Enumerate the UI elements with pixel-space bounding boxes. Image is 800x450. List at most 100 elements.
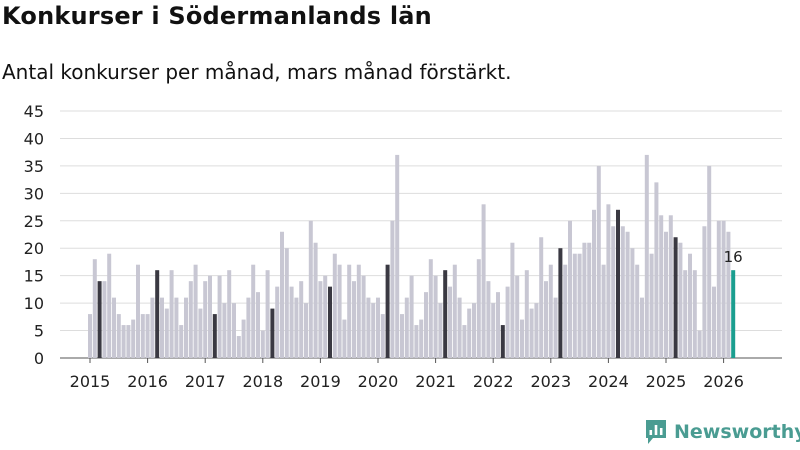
chart-subtitle: Antal konkurser per månad, mars månad fö…	[2, 60, 512, 84]
bar	[635, 264, 640, 358]
bar	[308, 220, 313, 358]
bar	[486, 281, 491, 358]
bar	[587, 242, 592, 358]
bar	[520, 319, 524, 358]
bar-march	[443, 270, 448, 358]
bar	[318, 281, 323, 358]
bar	[625, 231, 630, 358]
bar	[601, 264, 606, 358]
bar	[140, 314, 145, 358]
bar	[424, 292, 428, 358]
bar	[544, 281, 548, 358]
bar	[529, 308, 534, 358]
bar	[92, 259, 97, 358]
bar	[683, 270, 688, 358]
bar	[548, 264, 553, 358]
bar	[256, 292, 260, 358]
bar	[88, 314, 92, 358]
bar-march	[500, 325, 505, 358]
y-tick-label: 10	[24, 294, 44, 313]
y-tick-label: 15	[24, 267, 44, 286]
bar	[126, 325, 131, 358]
bar	[534, 303, 539, 358]
latest-value-label: 16	[724, 248, 743, 266]
bar	[280, 231, 284, 358]
bar	[721, 220, 726, 358]
bar	[332, 253, 337, 358]
bar	[169, 270, 174, 358]
newsworthy-logo-icon	[646, 420, 666, 444]
bar-march	[97, 281, 102, 358]
bar	[376, 297, 380, 358]
y-tick-label: 5	[34, 322, 44, 341]
bar	[592, 209, 596, 358]
x-tick-label: 2016	[127, 372, 168, 391]
bar	[582, 242, 587, 358]
bar	[688, 253, 692, 358]
bar	[174, 297, 179, 358]
bar	[654, 182, 659, 358]
bar	[702, 226, 707, 358]
bar	[121, 325, 126, 358]
x-tick-label: 2024	[588, 372, 629, 391]
x-tick-label: 2026	[703, 372, 744, 391]
bar	[428, 259, 433, 358]
bar	[160, 297, 164, 358]
bar	[568, 220, 572, 358]
y-tick-label: 45	[24, 102, 44, 121]
bar	[299, 281, 304, 358]
y-tick-label: 0	[34, 349, 44, 368]
bar	[678, 242, 683, 358]
bar	[395, 154, 400, 358]
bar	[712, 286, 716, 358]
bar-march	[328, 286, 332, 358]
bar	[150, 297, 155, 358]
bar	[457, 297, 462, 358]
bar	[505, 286, 510, 358]
bar	[664, 231, 668, 358]
bar	[313, 242, 318, 358]
bar-march	[385, 264, 390, 358]
bar	[649, 253, 654, 358]
bar	[361, 275, 366, 358]
bar	[145, 314, 150, 358]
bar	[414, 325, 419, 358]
bar	[481, 204, 486, 358]
bar	[294, 297, 299, 358]
bar	[284, 248, 289, 358]
bar	[227, 270, 232, 358]
bar	[260, 330, 265, 358]
bar	[323, 275, 328, 358]
bar	[198, 308, 203, 358]
bar	[164, 308, 169, 358]
bar	[342, 319, 347, 358]
x-tick-label: 2023	[530, 372, 571, 391]
y-tick-label: 35	[24, 157, 44, 176]
bar	[400, 314, 404, 358]
bar	[668, 215, 673, 358]
bar	[716, 220, 721, 358]
bar	[476, 259, 481, 358]
bar	[563, 264, 568, 358]
bar	[337, 264, 342, 358]
bar-march	[558, 248, 563, 358]
bar	[241, 319, 246, 358]
bar-march	[270, 308, 275, 358]
bar	[304, 303, 308, 358]
x-tick-label: 2019	[300, 372, 341, 391]
bar	[438, 303, 443, 358]
x-tick-label: 2020	[358, 372, 399, 391]
y-tick-label: 25	[24, 212, 44, 231]
bar-march	[616, 209, 620, 358]
bar	[726, 231, 731, 358]
bar	[419, 319, 424, 358]
bar	[116, 314, 121, 358]
bar	[496, 292, 500, 358]
bar	[352, 281, 356, 358]
bar	[232, 303, 236, 358]
bar	[640, 297, 644, 358]
bar	[390, 220, 395, 358]
bar	[265, 270, 270, 358]
bar	[539, 237, 544, 358]
